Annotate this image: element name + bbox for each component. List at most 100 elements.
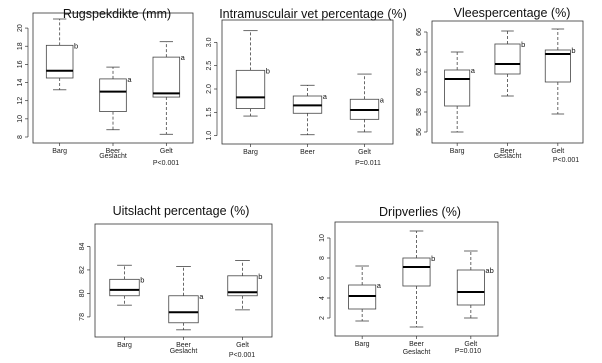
y-tick-label: 18 bbox=[17, 42, 24, 50]
box-gelt: ab Gelt bbox=[456, 250, 494, 348]
boxplot-panel: Dripverlies (%) 2 4 6 8 10 a Barg b Beer ab Gelt Ges… bbox=[319, 205, 499, 356]
significance-letter: a bbox=[377, 281, 382, 290]
box-iqr bbox=[444, 69, 471, 107]
y-tick-label: 6 bbox=[319, 276, 326, 280]
x-tick-label: Barg bbox=[52, 148, 67, 155]
y-tick-label: 2.5 bbox=[206, 61, 213, 71]
y-tick-label: 1.5 bbox=[206, 107, 213, 117]
significance-letter: b bbox=[258, 272, 262, 281]
y-tick-label: 78 bbox=[79, 313, 86, 321]
x-tick-label: Gelt bbox=[358, 149, 371, 156]
box-gelt: a Gelt bbox=[152, 41, 186, 155]
boxplot-panel: Vleespercentage (%) 56 58 60 62 64 66 a Barg b Bee… bbox=[416, 6, 584, 164]
y-tick-label: 1.0 bbox=[206, 131, 213, 141]
p-value: P=0.010 bbox=[455, 348, 481, 355]
significance-letter: a bbox=[471, 66, 476, 75]
y-tick-label: 16 bbox=[17, 60, 24, 68]
box-iqr bbox=[99, 78, 127, 112]
box-iqr bbox=[402, 257, 431, 287]
significance-letter: ab bbox=[485, 266, 493, 275]
significance-letter: a bbox=[380, 95, 385, 104]
x-axis-label: Geslacht bbox=[494, 153, 522, 160]
p-value: P<0.001 bbox=[153, 160, 179, 167]
boxplot-panel: Intramusculair vet percentage (%) 1.0 1.5 2… bbox=[206, 7, 407, 167]
significance-letter: b bbox=[571, 46, 575, 55]
significance-letter: b bbox=[74, 41, 78, 50]
x-tick-label: Beer bbox=[409, 341, 424, 348]
chart-title: Rugspekdikte (mm) bbox=[63, 7, 171, 21]
x-tick-label: Beer bbox=[300, 149, 315, 156]
y-tick-label: 10 bbox=[319, 234, 326, 242]
y-tick-label: 8 bbox=[319, 256, 326, 260]
significance-letter: a bbox=[181, 53, 186, 62]
boxplot-panel: Rugspekdikte (mm) 8 10 12 14 16 18 20 b Barg a Beer… bbox=[17, 7, 194, 167]
significance-letter: b bbox=[140, 275, 144, 284]
chart-title: Uitslacht percentage (%) bbox=[113, 204, 250, 218]
y-tick-label: 62 bbox=[416, 68, 423, 76]
box-iqr bbox=[227, 275, 258, 297]
significance-letter: b bbox=[521, 40, 525, 49]
box-iqr bbox=[152, 56, 181, 98]
box-gelt: a Gelt bbox=[349, 73, 385, 156]
x-tick-label: Gelt bbox=[551, 148, 564, 155]
box-beer: b Beer bbox=[494, 30, 525, 155]
box-barg: a Barg bbox=[444, 51, 476, 155]
p-value: P=0.011 bbox=[355, 160, 381, 167]
y-tick-label: 14 bbox=[17, 79, 24, 87]
p-value: P<0.001 bbox=[229, 352, 255, 359]
y-tick-label: 80 bbox=[79, 289, 86, 297]
box-barg: b Barg bbox=[109, 264, 144, 349]
chart-title: Dripverlies (%) bbox=[379, 205, 461, 219]
x-tick-label: Barg bbox=[243, 149, 258, 156]
significance-letter: a bbox=[127, 75, 132, 84]
y-tick-label: 8 bbox=[17, 135, 24, 139]
x-tick-label: Barg bbox=[450, 148, 465, 155]
box-barg: a Barg bbox=[348, 265, 382, 348]
box-beer: a Beer bbox=[99, 66, 132, 155]
y-tick-label: 10 bbox=[17, 115, 24, 123]
y-tick-label: 2 bbox=[319, 316, 326, 320]
y-tick-label: 60 bbox=[416, 88, 423, 96]
y-tick-label: 4 bbox=[319, 296, 326, 300]
box-beer: a Beer bbox=[292, 84, 328, 156]
box-beer: a Beer bbox=[168, 266, 204, 349]
x-tick-label: Beer bbox=[500, 148, 515, 155]
significance-letter: b bbox=[431, 254, 435, 263]
x-tick-label: Beer bbox=[106, 148, 121, 155]
box-iqr bbox=[45, 44, 74, 79]
x-tick-label: Barg bbox=[355, 341, 370, 348]
box-beer: b Beer bbox=[402, 230, 435, 348]
box-iqr bbox=[168, 295, 199, 324]
box-barg: b Barg bbox=[45, 18, 78, 155]
chart-title: Intramusculair vet percentage (%) bbox=[219, 7, 407, 21]
x-tick-label: Barg bbox=[117, 342, 132, 349]
chart-title: Vleespercentage (%) bbox=[454, 6, 571, 20]
x-axis-label: Geslacht bbox=[170, 348, 198, 355]
y-tick-label: 84 bbox=[79, 242, 86, 250]
y-tick-label: 56 bbox=[416, 128, 423, 136]
p-value: P<0.001 bbox=[553, 157, 579, 164]
box-iqr bbox=[494, 43, 521, 75]
box-gelt: b Gelt bbox=[227, 260, 262, 349]
box-barg: b Barg bbox=[235, 30, 270, 156]
y-tick-label: 66 bbox=[416, 28, 423, 36]
x-tick-label: Gelt bbox=[236, 342, 249, 349]
box-gelt: b Gelt bbox=[544, 28, 576, 155]
y-tick-label: 82 bbox=[79, 266, 86, 274]
y-tick-label: 2.0 bbox=[206, 84, 213, 94]
box-iqr bbox=[109, 278, 140, 297]
significance-letter: a bbox=[323, 92, 328, 101]
x-tick-label: Beer bbox=[176, 342, 191, 349]
significance-letter: b bbox=[266, 66, 270, 75]
y-tick-label: 12 bbox=[17, 97, 24, 105]
y-tick-label: 64 bbox=[416, 48, 423, 56]
x-tick-label: Gelt bbox=[464, 341, 477, 348]
x-tick-label: Gelt bbox=[160, 148, 173, 155]
box-iqr bbox=[456, 269, 485, 306]
box-iqr bbox=[544, 49, 571, 83]
y-tick-label: 3.0 bbox=[206, 37, 213, 47]
x-axis-label: Geslacht bbox=[403, 349, 431, 356]
box-iqr bbox=[235, 69, 266, 110]
y-tick-label: 58 bbox=[416, 108, 423, 116]
